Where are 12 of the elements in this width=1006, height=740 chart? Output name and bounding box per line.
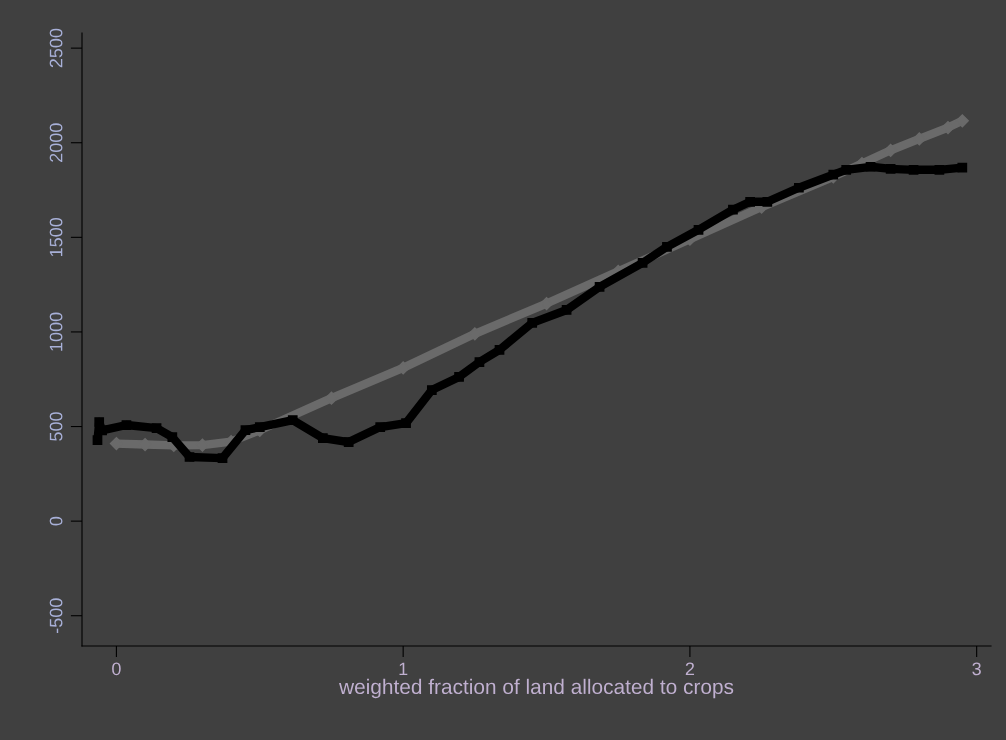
y-tick-label: 2000 [49,123,63,162]
x-tick-label: 0 [112,662,121,676]
x-tick-label: 2 [685,662,695,676]
y-tick-label: -500 [49,598,63,633]
x-axis-title: weighted fraction of land allocated to crops [339,678,734,699]
y-tick-label: 1000 [49,312,63,351]
y-tick-label: 500 [49,412,63,441]
y-tick-label: 2500 [49,28,63,68]
x-tick-label: 1 [399,662,408,676]
x-tick-label: 3 [972,662,981,676]
y-tick-label: 0 [49,516,63,526]
y-tick-label: 1500 [49,217,63,257]
